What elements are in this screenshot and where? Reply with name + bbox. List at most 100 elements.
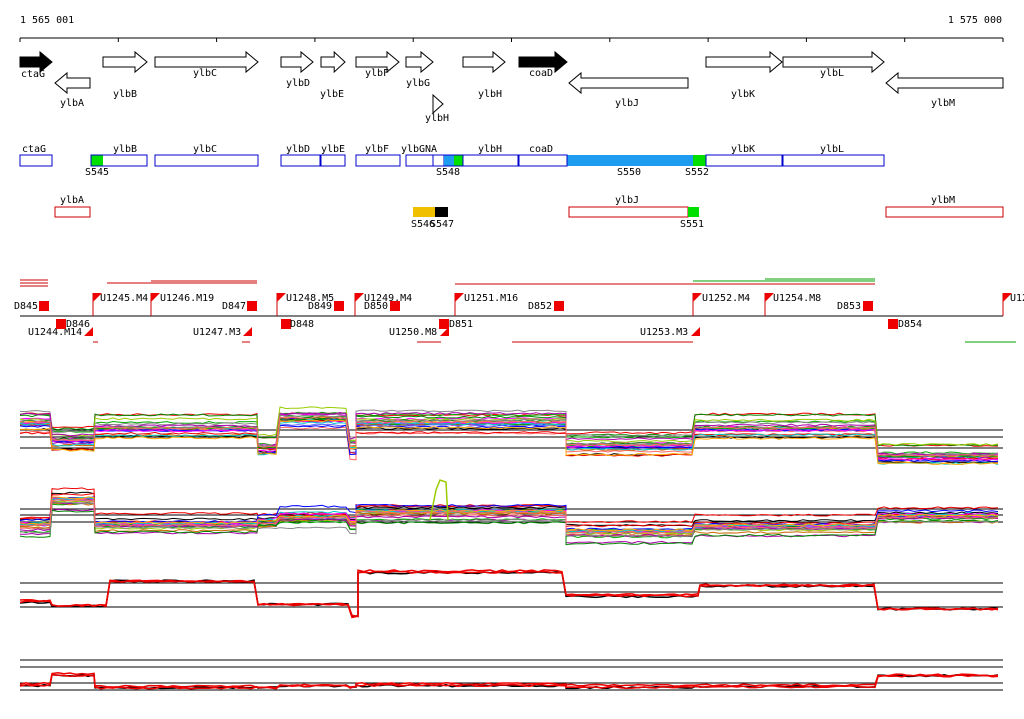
expression-trace — [19, 571, 999, 618]
segment-fill — [567, 155, 693, 166]
gene-label: ctaG — [21, 69, 45, 80]
expression-trace — [20, 491, 999, 527]
transcript-flag — [693, 293, 702, 302]
expression-spike — [429, 479, 449, 521]
gene-arrow — [405, 50, 434, 74]
segment-fill — [693, 155, 706, 166]
segment-label: S551 — [680, 219, 704, 230]
gene-arrow — [885, 71, 1004, 95]
transcript-label: U1254.M8 — [773, 293, 821, 304]
transcript-marker — [863, 301, 873, 311]
transcript-label: D845 — [14, 301, 38, 312]
transcript-label: U1244.M14 — [28, 327, 82, 338]
gene-label: ylbM — [931, 98, 955, 109]
transcript-label: U12 — [1010, 293, 1024, 304]
gene-arrow — [432, 93, 444, 115]
gene-box — [462, 154, 519, 167]
transcript-label: U1252.M4 — [702, 293, 750, 304]
gene-label: ylbGNA — [401, 144, 437, 155]
gene-label: ylbH — [425, 113, 449, 124]
transcript-label: U1245.M4 — [100, 293, 148, 304]
transcript-flag — [151, 293, 160, 302]
expression-trace — [19, 409, 999, 456]
segment-fill — [454, 155, 463, 166]
expression-trace — [19, 570, 999, 619]
transcript-flag — [93, 293, 102, 302]
gene-box — [518, 154, 568, 167]
gene-label: ylbD — [286, 78, 310, 89]
gene-box — [154, 154, 259, 167]
segment-label: S550 — [617, 167, 641, 178]
expression-trace — [19, 411, 999, 447]
ruler-start: 1 565 001 — [20, 15, 74, 26]
ruler-end: 1 575 000 — [948, 15, 1002, 26]
segment-label: S545 — [85, 167, 109, 178]
transcript-marker — [56, 319, 66, 329]
gene-box — [54, 206, 91, 218]
gene-arrow — [355, 50, 400, 74]
transcript-flag — [691, 327, 700, 336]
transcript-label: U1251.M16 — [464, 293, 518, 304]
gene-label: ylbD — [286, 144, 310, 155]
expression-trace — [19, 496, 999, 532]
transcript-label: D847 — [222, 301, 246, 312]
gene-label: coaD — [529, 144, 553, 155]
gene-label: ylbE — [320, 89, 344, 100]
transcript-flag — [355, 293, 364, 302]
gene-arrow — [705, 50, 783, 74]
segment-fill — [435, 207, 448, 217]
segment-fill — [432, 154, 445, 167]
gene-label: ylbJ — [615, 98, 639, 109]
segment-label: S552 — [685, 167, 709, 178]
transcript-flag — [455, 293, 464, 302]
transcript-label: U1247.M3 — [193, 327, 241, 338]
segment-label: S548 — [436, 167, 460, 178]
expression-trace — [19, 420, 998, 461]
transcript-flag — [277, 293, 286, 302]
transcript-marker — [334, 301, 344, 311]
gene-arrow — [154, 50, 259, 74]
gene-box — [885, 206, 1004, 218]
transcript-marker — [247, 301, 257, 311]
transcript-label: D852 — [528, 301, 552, 312]
transcript-flag — [440, 327, 449, 336]
expression-trace — [19, 673, 999, 690]
transcript-label: D849 — [308, 301, 332, 312]
gene-box — [280, 154, 321, 167]
expression-trace — [19, 569, 999, 618]
transcript-label: U1253.M3 — [640, 327, 688, 338]
gene-label: ylbA — [60, 98, 84, 109]
gene-label: ylbF — [365, 68, 389, 79]
gene-arrow — [568, 71, 689, 95]
gene-box — [705, 154, 783, 167]
transcript-label: D854 — [898, 319, 922, 330]
expression-trace — [19, 426, 999, 462]
expression-trace — [19, 487, 999, 524]
gene-label: ylbJ — [615, 195, 639, 206]
segment-fill — [91, 155, 103, 166]
segment-fill — [688, 207, 699, 217]
expression-trace — [19, 498, 999, 534]
gene-arrow — [462, 50, 506, 74]
expression-trace — [19, 411, 999, 456]
transcript-marker — [39, 301, 49, 311]
gene-label: coaD — [529, 68, 553, 79]
gene-box — [355, 154, 401, 167]
segment-label: S546 — [411, 219, 435, 230]
gene-arrow — [19, 50, 53, 74]
transcript-label: U1248.M5 — [286, 293, 334, 304]
gene-arrow — [782, 50, 885, 74]
gene-box — [320, 154, 346, 167]
expression-trace — [19, 421, 999, 466]
gene-label: ylbE — [321, 144, 345, 155]
segment-fill — [444, 155, 454, 166]
gene-arrow — [518, 50, 568, 74]
gene-label: ylbK — [731, 144, 755, 155]
gene-label: ylbB — [113, 89, 137, 100]
gene-label: ylbA — [60, 195, 84, 206]
gene-arrow — [54, 71, 91, 95]
gene-label: ylbF — [365, 144, 389, 155]
transcript-flag — [84, 327, 93, 336]
gene-label: ylbH — [478, 89, 502, 100]
